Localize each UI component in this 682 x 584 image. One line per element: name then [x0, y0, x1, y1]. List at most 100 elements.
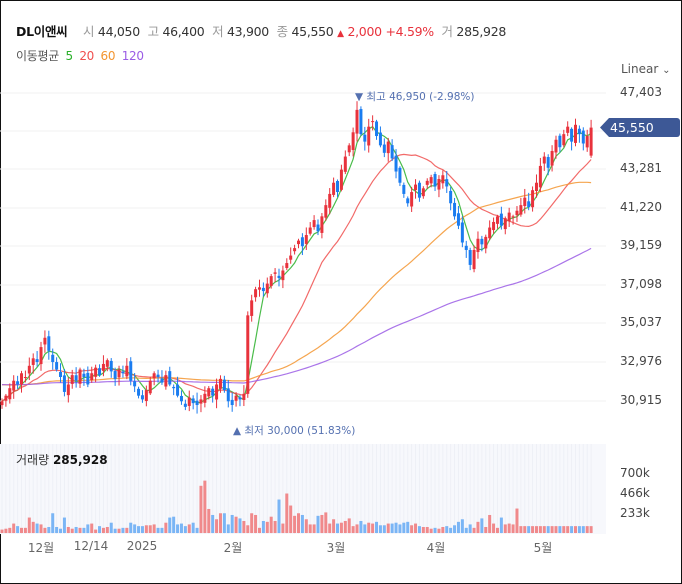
candle-body — [300, 237, 304, 247]
candle-body — [484, 236, 488, 249]
volume-bar — [176, 524, 180, 533]
volume-label: 거 — [441, 24, 454, 39]
candle-body — [425, 180, 429, 185]
candle-body — [176, 384, 180, 396]
candle-body — [125, 365, 129, 377]
volume-value: 285,928 — [456, 24, 507, 39]
candle-body — [414, 184, 418, 191]
ma-20-line — [1, 153, 592, 402]
volume-bar — [531, 526, 535, 533]
candle-body — [492, 221, 496, 231]
x-axis-tick: 12/14 — [73, 539, 109, 553]
price-axis-tick: 32,976 — [620, 354, 662, 368]
volume-bar — [480, 518, 484, 533]
volume-bar — [394, 522, 398, 533]
ma-60-label[interactable]: 60 — [100, 49, 116, 63]
candle-body — [503, 218, 507, 230]
volume-axis-tick: 466k — [620, 486, 650, 500]
volume-bar — [230, 514, 234, 533]
candle-body — [230, 399, 234, 406]
candle-body — [179, 395, 183, 402]
volume-bar — [4, 528, 8, 533]
candle-body — [195, 400, 199, 406]
volume-bar — [98, 526, 102, 533]
volume-bar — [43, 527, 47, 533]
volume-bar — [168, 517, 172, 533]
volume-bar — [250, 513, 254, 533]
scale-mode-dropdown[interactable]: Linear ⌄ — [621, 62, 671, 76]
volume-bar — [421, 526, 425, 533]
candle-body — [20, 373, 24, 385]
candle-body — [148, 380, 152, 394]
volume-bar — [550, 526, 554, 533]
candle-body — [359, 109, 363, 135]
open-value: 44,050 — [97, 24, 140, 39]
volume-bar — [242, 520, 246, 533]
volume-bar — [164, 522, 168, 533]
candle-body — [43, 337, 47, 345]
quote-header: DL이앤씨 시 44,050 고 46,400 저 43,900 종 45,55… — [16, 21, 506, 40]
candle-body — [429, 177, 433, 184]
candle-body — [441, 175, 445, 184]
candle-body — [386, 141, 390, 154]
volume-bar — [371, 523, 375, 533]
candle-body — [527, 201, 531, 208]
volume-bar — [304, 519, 308, 533]
ma-120-label[interactable]: 120 — [121, 49, 144, 63]
candle-body — [293, 248, 297, 252]
volume-bar — [222, 513, 226, 533]
candle-body — [421, 188, 425, 197]
volume-bar — [125, 527, 129, 533]
candle-body — [394, 155, 398, 172]
candle-body — [566, 126, 570, 133]
candle-body — [160, 378, 164, 383]
volume-bar — [109, 522, 113, 533]
volume-bar — [511, 524, 515, 533]
candle-body — [499, 213, 503, 226]
volume-bar — [472, 527, 476, 533]
volume-bar — [105, 526, 109, 533]
ma-20-label[interactable]: 20 — [79, 49, 95, 63]
candle-body — [94, 367, 98, 377]
candle-body — [519, 205, 523, 215]
candle-body — [257, 287, 261, 290]
volume-bar — [464, 527, 468, 533]
candle-body — [273, 272, 277, 274]
candle-body — [23, 376, 27, 378]
candle-body — [351, 132, 355, 150]
candle-body — [328, 193, 332, 208]
volume-bar — [66, 526, 70, 533]
candle-body — [355, 109, 359, 134]
volume-bar — [437, 528, 441, 533]
candle-body — [515, 210, 519, 216]
candle-body — [570, 128, 574, 142]
candle-body — [304, 235, 308, 244]
volume-bar — [254, 514, 258, 533]
candle-body — [234, 395, 238, 401]
candle-body — [101, 363, 105, 371]
volume-bar — [488, 514, 492, 533]
price-axis-tick: 43,281 — [620, 161, 662, 175]
volume-bar — [573, 526, 577, 533]
volume-bar — [31, 521, 35, 533]
candle-body — [581, 130, 585, 144]
change-percent: +4.59% — [385, 24, 434, 39]
candle-body — [140, 395, 144, 400]
candle-body — [39, 347, 43, 365]
candle-body — [577, 128, 581, 135]
volume-bar — [211, 514, 215, 533]
volume-bar — [191, 522, 195, 533]
volume-bar — [156, 527, 160, 533]
candle-body — [207, 388, 211, 397]
ma-5-label[interactable]: 5 — [65, 49, 73, 63]
price-axis-tick: 35,037 — [620, 315, 662, 329]
candle-body — [199, 399, 203, 404]
open-label: 시 — [83, 24, 95, 39]
candle-body — [437, 178, 441, 190]
volume-bar — [542, 526, 546, 533]
volume-bar — [445, 526, 449, 533]
candle-body — [152, 373, 156, 379]
candle-body — [222, 379, 226, 391]
candle-body — [297, 240, 300, 245]
